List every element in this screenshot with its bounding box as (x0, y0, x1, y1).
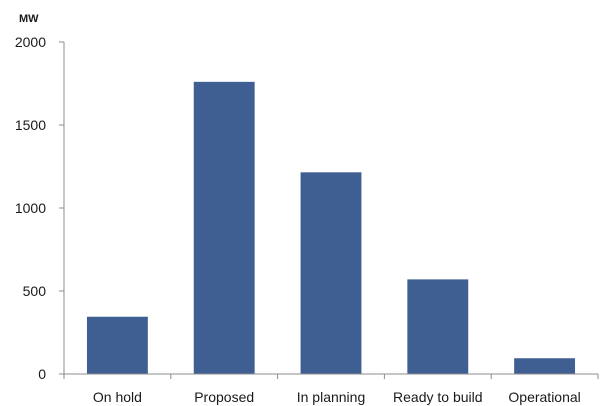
bar (193, 81, 255, 374)
y-tick-label: 500 (23, 283, 47, 299)
bars (86, 81, 576, 374)
y-tick-label: 0 (38, 366, 46, 382)
x-category-label: Operational (508, 389, 580, 405)
bar (407, 279, 469, 374)
bar (300, 172, 362, 374)
x-category-label: Ready to build (393, 389, 483, 405)
y-axis-unit-label: MW (19, 13, 39, 25)
bar (86, 316, 148, 374)
y-tick-label: 1000 (15, 200, 46, 216)
y-tick-label: 2000 (15, 34, 46, 50)
bar (514, 358, 576, 374)
x-axis: On hold Proposed In planning Ready to build… (63, 373, 599, 405)
y-axis: 0 500 1000 1500 2000 (15, 34, 65, 382)
y-tick-label: 1500 (15, 117, 46, 133)
x-category-label: On hold (93, 389, 142, 405)
x-category-label: Proposed (194, 389, 254, 405)
x-category-label: In planning (297, 389, 366, 405)
